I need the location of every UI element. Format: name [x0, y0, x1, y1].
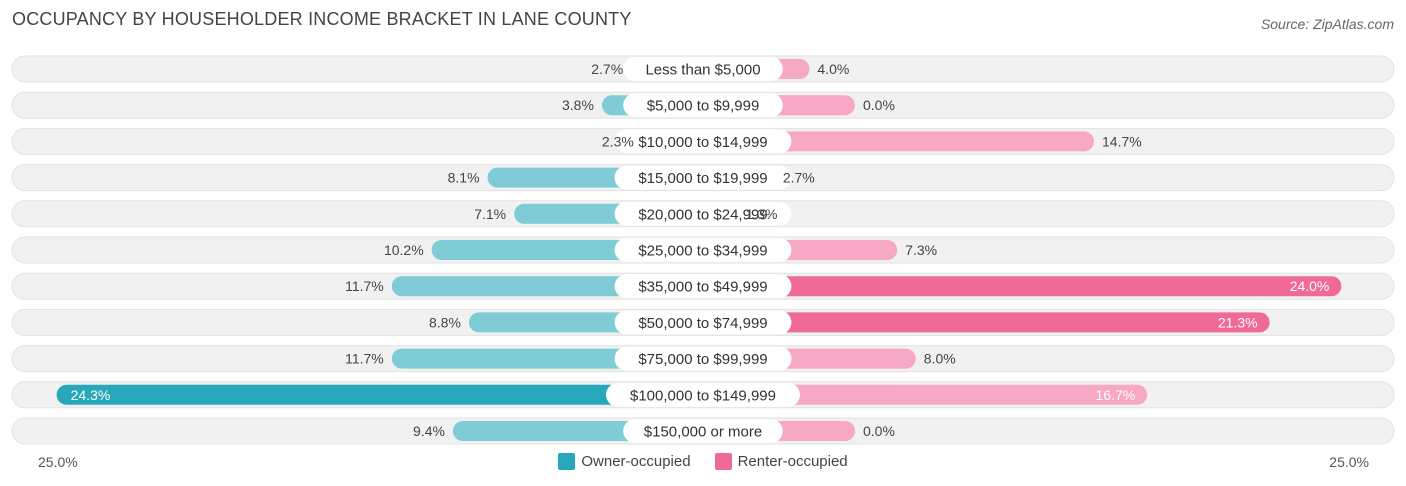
- value-label-renter: 2.7%: [783, 170, 815, 186]
- category-pill: [606, 382, 800, 407]
- chart-source: Source: ZipAtlas.com: [1260, 16, 1394, 32]
- legend-swatch-renter: [714, 453, 732, 470]
- legend-label-renter: Renter-occupied: [737, 453, 848, 470]
- value-label-owner: 24.3%: [71, 387, 111, 403]
- category-pill: [614, 274, 792, 299]
- value-label-renter: 8.0%: [924, 351, 956, 367]
- value-label-owner: 10.2%: [384, 242, 424, 258]
- legend-item-renter[interactable]: Renter-occupied: [714, 453, 848, 470]
- value-label-owner: 2.7%: [591, 61, 623, 77]
- legend: Owner-occupied Renter-occupied: [0, 453, 1406, 470]
- legend-swatch-owner: [558, 453, 576, 470]
- category-pill: [614, 165, 792, 190]
- category-pill: [614, 201, 792, 226]
- bar-owner: [56, 384, 704, 405]
- category-label: $75,000 to $99,999: [638, 351, 767, 368]
- chart-plot: Less than $5,000 2.7% 4.0% $5,000 to $9,999…: [11, 55, 1395, 445]
- value-label-renter: 4.0%: [817, 61, 849, 77]
- category-label: $20,000 to $24,999: [638, 206, 767, 223]
- bar-renter: [703, 384, 1148, 405]
- value-label-renter: 14.7%: [1102, 133, 1142, 149]
- bar-renter: [703, 276, 1342, 297]
- axis-left-label: 25.0%: [38, 454, 78, 470]
- value-label-renter: 16.7%: [1096, 387, 1136, 403]
- category-label: $25,000 to $34,999: [638, 243, 767, 260]
- category-pill: [614, 129, 792, 154]
- category-label: $35,000 to $49,999: [638, 279, 767, 296]
- category-label: $5,000 to $9,999: [647, 98, 760, 115]
- value-label-renter: 7.3%: [905, 242, 937, 258]
- value-label-owner: 3.8%: [562, 97, 594, 113]
- category-label: $100,000 to $149,999: [630, 387, 776, 404]
- value-label-renter: 21.3%: [1218, 314, 1258, 330]
- category-label: $150,000 or more: [644, 424, 762, 441]
- value-label-renter: 0.0%: [863, 423, 895, 439]
- category-pill: [614, 238, 792, 262]
- axis-right-label: 25.0%: [1329, 454, 1369, 470]
- category-pill: [623, 93, 783, 118]
- category-pill: [614, 346, 792, 371]
- bar-renter: [703, 312, 1270, 333]
- category-pill: [614, 310, 792, 335]
- value-label-owner: 8.8%: [429, 314, 461, 330]
- value-label-renter: 0.0%: [863, 97, 895, 113]
- category-label: Less than $5,000: [645, 62, 760, 79]
- value-label-owner: 11.7%: [345, 278, 384, 294]
- value-label-owner: 9.4%: [413, 423, 445, 439]
- category-label: $50,000 to $74,999: [638, 315, 767, 332]
- category-pill: [623, 57, 783, 81]
- chart-title: OCCUPANCY BY HOUSEHOLDER INCOME BRACKET …: [12, 9, 632, 29]
- legend-item-owner[interactable]: Owner-occupied: [558, 453, 691, 470]
- bar-renter: [703, 131, 1095, 152]
- category-label: $10,000 to $14,999: [638, 134, 767, 151]
- value-label-owner: 2.3%: [602, 133, 634, 149]
- category-label: $15,000 to $19,999: [638, 170, 767, 187]
- value-label-owner: 11.7%: [345, 351, 384, 367]
- value-label-renter: 24.0%: [1290, 278, 1330, 294]
- category-pill: [623, 419, 783, 443]
- value-label-owner: 7.1%: [474, 206, 506, 222]
- value-label-renter: 1.3%: [746, 206, 778, 222]
- value-label-owner: 8.1%: [448, 170, 480, 186]
- legend-label-owner: Owner-occupied: [581, 453, 691, 470]
